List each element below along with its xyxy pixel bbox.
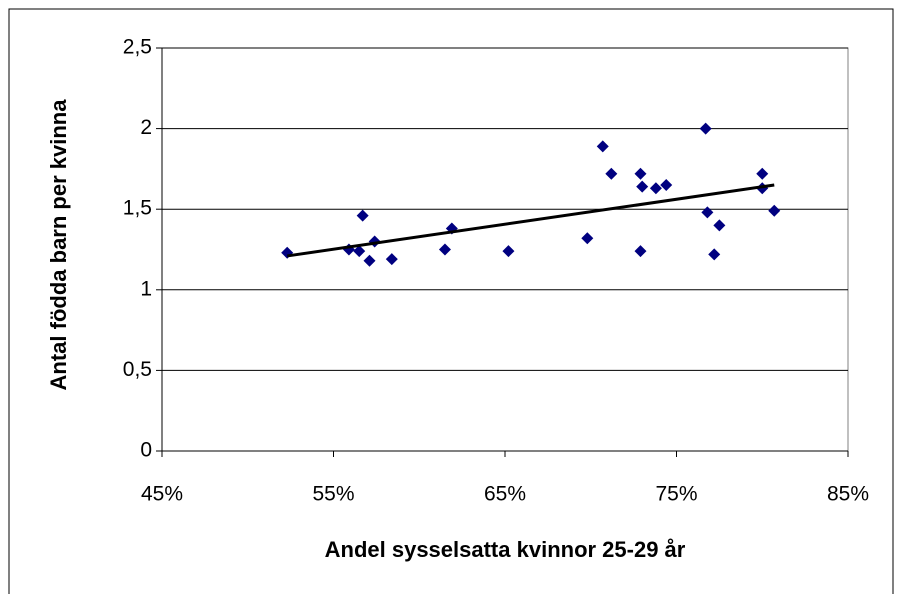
trend-line [286,183,775,258]
x-tick-label: 85% [827,483,869,506]
x-tick-label: 55% [312,483,354,506]
y-tick-label: 1 [140,277,152,300]
y-tick-label: 2 [140,116,152,139]
point [356,209,369,222]
x-axis-title: Andel sysselsatta kvinnor 25-29 år [325,537,686,562]
x-tick-label: 75% [655,483,697,506]
point [699,122,712,135]
point [363,254,376,267]
point [385,253,398,266]
point [649,182,662,195]
point [596,140,609,153]
point [634,167,647,180]
y-tick-label: 0 [140,439,152,462]
point [438,243,451,256]
x-tick-label: 45% [141,483,183,506]
point [353,245,366,258]
point [660,179,673,192]
point [701,206,714,219]
y-axis-title: Antal födda barn per kvinna [46,99,71,391]
point [581,232,594,245]
point [756,167,769,180]
y-tick-label: 2,5 [123,36,152,59]
y-tick-label: 1,5 [123,197,152,220]
point [713,219,726,232]
y-tick-label: 0,5 [123,358,152,381]
point [634,245,647,258]
point [502,245,515,258]
point [605,167,618,180]
point [768,204,781,217]
point [636,180,649,193]
x-tick-label: 65% [484,483,526,506]
point [708,248,721,261]
